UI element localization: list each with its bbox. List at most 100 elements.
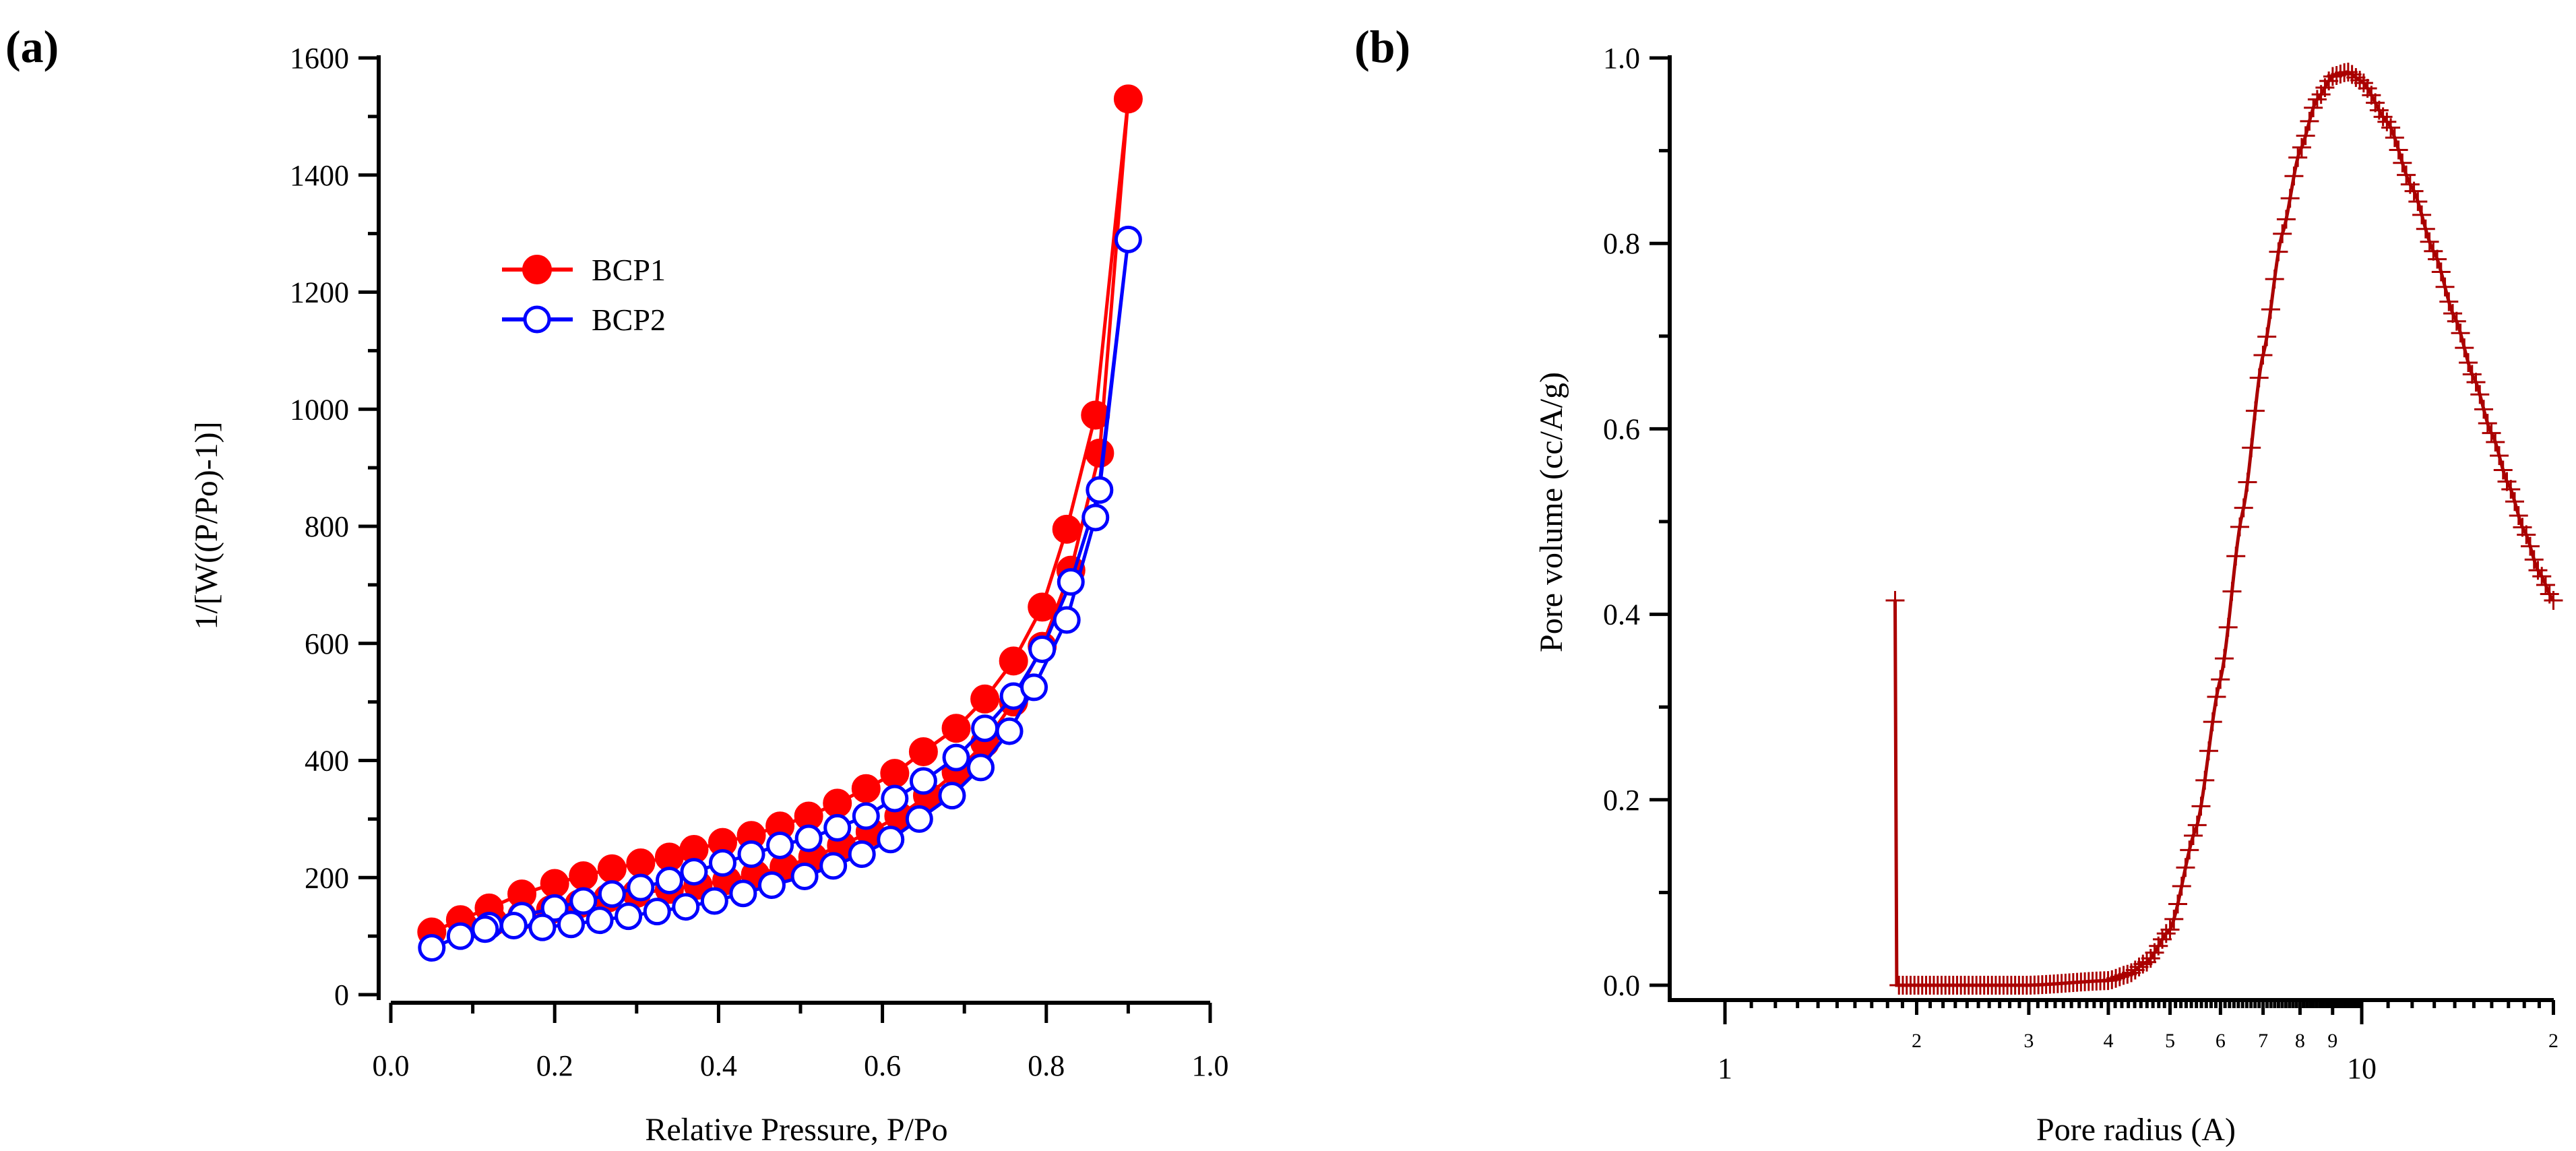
panel-b-x-minor-tick-label: 9 [2327,1030,2337,1052]
panel-a-x-tick-label: 0.4 [700,1049,737,1082]
data-point-plus [2226,547,2246,566]
data-point-bcp2 [557,910,586,939]
data-point-bcp2 [708,849,736,877]
panel-a-x-tick-label: 0.8 [1028,1049,1065,1082]
panel-a-y-tick-label: 200 [305,861,349,894]
panel-b-y-tick-label: 0.2 [1603,784,1640,817]
data-point-plus [2195,770,2215,790]
data-point-plus [2222,582,2242,601]
panel-a-y-tick-label: 400 [305,745,349,778]
data-point-plus [2459,353,2478,373]
data-point-plus [2420,232,2439,251]
data-point-plus [2253,345,2273,365]
data-point-bcp2 [790,863,819,891]
data-point-bcp2 [942,743,970,772]
panel-a-y-axis-title: 1/[W((P/Po)-1)] [189,421,224,629]
data-point-plus [2478,414,2497,433]
data-point-plus [2451,323,2470,343]
panel-a-y-tick-label: 1600 [290,42,349,75]
data-point-plus [2424,241,2443,261]
data-point-plus [2544,590,2563,610]
data-point-bcp2 [598,880,626,908]
data-point-bcp2 [1028,635,1057,663]
data-point-plus [2524,550,2544,569]
legend-marker-bcp1 [522,255,552,284]
panel-b-x-minor-tick-label: 7 [2258,1030,2268,1052]
panel-a-y-tick-label: 1400 [290,159,349,192]
data-point-bcp1 [1113,84,1143,114]
panel-b-x-minor-tick-label: 5 [2165,1030,2175,1052]
panel-b-x-major-tick-label: 10 [2347,1052,2377,1085]
data-point-plus [2238,472,2257,492]
data-point-plus [2156,924,2176,943]
data-point-plus [2110,967,2129,987]
data-point-plus [2180,840,2199,860]
panel-a-y-tick-label: 600 [305,627,349,660]
data-point-plus [2249,368,2269,387]
data-point-bcp2 [1020,673,1048,702]
panel-a-y-tick-label: 1200 [290,276,349,309]
data-point-plus [2191,797,2211,816]
panel-b-y-tick-label: 0.6 [1603,412,1640,445]
data-point-bcp2 [1053,606,1081,634]
panel-b-y-tick-label: 0.0 [1603,969,1640,1002]
data-point-plus [2435,277,2455,297]
data-point-bcp2 [528,913,557,941]
data-point-plus [2408,192,2428,212]
data-point-plus [2199,741,2218,761]
legend-marker-bcp2 [523,305,551,334]
data-point-bcp2 [794,824,823,852]
panel-b-x-minor-tick-label: 6 [2216,1030,2226,1052]
data-point-bcp2 [586,906,614,935]
data-point-bcp1 [540,869,569,898]
data-point-plus [2439,292,2459,311]
panel-a-label: (a) [5,21,59,72]
data-point-plus [2230,517,2249,536]
data-point-plus [2381,118,2401,137]
panel-b-label: (b) [1354,21,1410,72]
data-point-plus [2164,909,2184,929]
data-point-plus [2490,446,2509,466]
data-point-plus [2428,249,2447,269]
data-point-bcp2 [757,871,786,900]
series-line-bcp1 [431,97,1130,934]
data-point-plus [2211,670,2230,689]
data-point-bcp2 [995,717,1024,745]
data-point-plus [2536,575,2555,594]
data-point-plus [2362,86,2381,105]
data-point-bcp2 [881,784,909,813]
data-point-plus [2292,137,2311,157]
data-point-bcp2 [823,813,852,842]
data-point-plus [2280,189,2300,208]
data-point-bcp2 [540,894,569,922]
data-point-plus [2447,311,2466,331]
data-point-bcp1 [1028,592,1057,622]
data-point-plus [2137,952,2157,972]
data-point-bcp1 [654,842,684,872]
panel-a-x-tick-label: 1.0 [1192,1049,1229,1082]
data-point-bcp2 [967,753,995,782]
data-point-plus [2269,242,2288,261]
data-point-bcp1 [569,861,598,891]
data-point-plus [2462,365,2482,384]
data-point-plus [2106,968,2126,988]
data-point-plus [2261,300,2280,319]
data-point-plus [2207,687,2226,706]
data-point-plus [2245,401,2265,421]
panel-a-x-axis-title: Relative Pressure, P/Po [645,1112,947,1148]
legend: BCP1 BCP2 [502,253,666,337]
data-point-plus [2416,219,2435,239]
data-point-plus [2517,525,2536,545]
data-point-bcp2 [418,934,446,962]
data-point-plus [2482,423,2501,443]
data-point-bcp2 [1086,476,1114,504]
data-point-plus [2304,98,2323,117]
data-point-bcp2 [655,867,683,895]
data-point-plus [2172,876,2191,896]
data-point-plus [2389,140,2408,160]
panel-a-y-tick-label: 800 [305,510,349,543]
data-point-bcp1 [880,759,910,788]
panel-b-x-minor-tick-label: 3 [2023,1030,2034,1052]
